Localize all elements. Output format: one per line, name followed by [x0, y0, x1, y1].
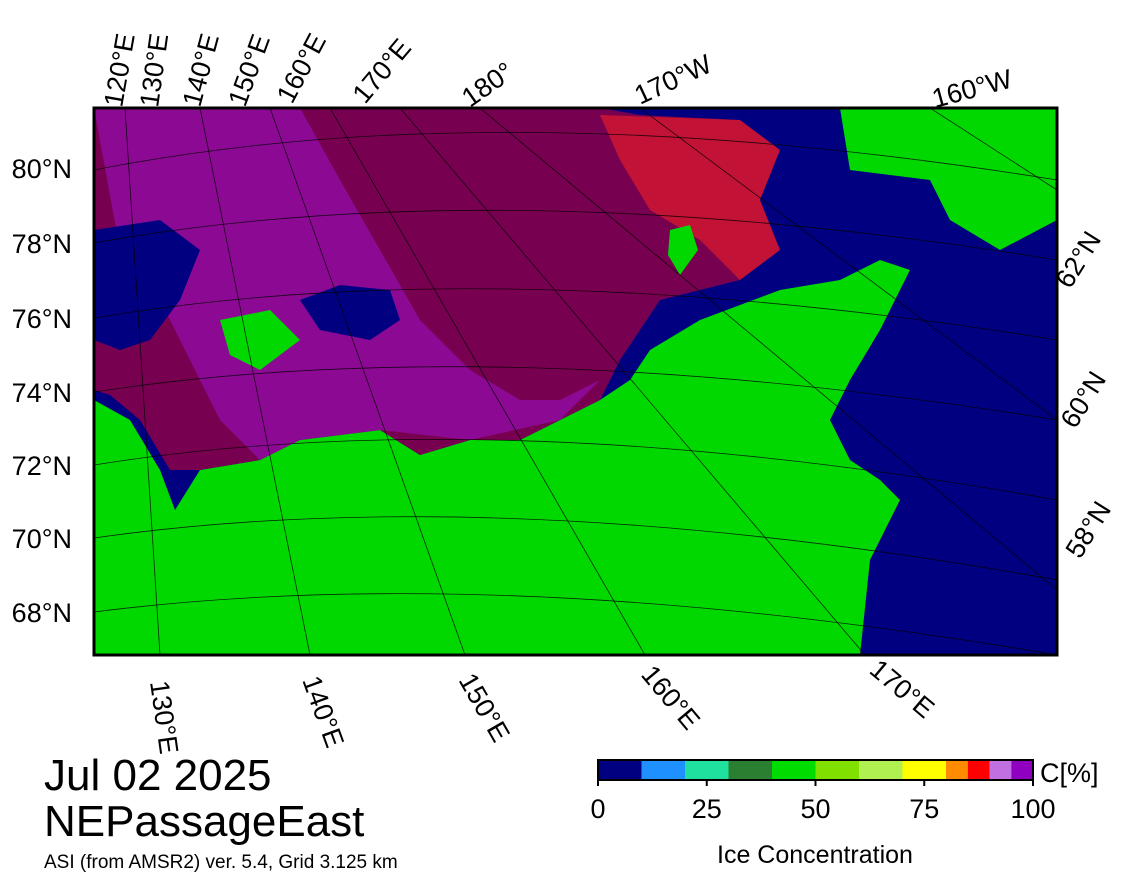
colorbar-segment: [641, 760, 685, 780]
parallel: [94, 209, 1057, 261]
parallel: [94, 593, 1057, 655]
longitude-label: 140°E: [177, 30, 225, 109]
parallel: [94, 131, 1057, 181]
colorbar-segment: [989, 760, 1012, 780]
latitude-label: 68°N: [12, 598, 72, 628]
longitude-label: 150°E: [222, 30, 275, 110]
colorbar-segment: [902, 760, 946, 780]
latitude-label: 80°N: [12, 154, 72, 184]
map-frame: [92, 106, 1059, 657]
colorbar-segment: [598, 760, 642, 780]
latitude-label: 60°N: [1055, 366, 1112, 433]
longitude-label: 180°: [456, 56, 519, 113]
parallel: [94, 439, 1057, 501]
colorbar-unit: C[%]: [1040, 758, 1099, 788]
source: ASI (from AMSR2) ver. 5.4, Grid 3.125 km: [44, 852, 398, 873]
longitude-label: 170°E: [347, 33, 417, 109]
colorbar-segment: [967, 760, 990, 780]
land-siberia: [94, 260, 910, 655]
meridian: [269, 108, 466, 655]
colorbar-tick-label: 100: [1010, 794, 1055, 824]
parallel: [94, 516, 1057, 581]
laptev-polynya: [94, 220, 200, 350]
latitude-label: 70°N: [12, 524, 72, 554]
colorbar-tick-label: 50: [800, 794, 830, 824]
date: Jul 02 2025: [44, 751, 272, 800]
longitude-label: 170°W: [630, 49, 717, 111]
land-alaska: [840, 108, 1057, 250]
colorbar-segment: [859, 760, 903, 780]
longitude-label: 140°E: [296, 672, 349, 752]
longitude-label: 160°E: [635, 660, 705, 736]
region: NEPassageEast: [44, 797, 364, 846]
longitude-label: 170°E: [864, 654, 940, 724]
parallel: [94, 288, 1057, 341]
longitude-label: 130°E: [134, 32, 174, 109]
latitude-label: 76°N: [12, 304, 72, 334]
colorbar-segment: [685, 760, 729, 780]
ice-edge-zone: [94, 108, 600, 460]
colorbar-tick-label: 75: [909, 794, 939, 824]
longitude-label: 150°E: [453, 668, 516, 747]
map-area: [94, 108, 1057, 655]
colorbar-segment: [728, 760, 772, 780]
latitude-label: 74°N: [12, 378, 72, 408]
wrangel-island: [668, 225, 698, 275]
colorbar-segment: [946, 760, 968, 780]
meridian: [329, 108, 646, 655]
meridian: [479, 108, 1057, 591]
meridian: [399, 108, 866, 655]
latitude-label: 78°N: [12, 229, 72, 259]
meridian: [199, 108, 311, 655]
longitude-label: 160°E: [271, 29, 332, 108]
meridian: [639, 108, 1057, 421]
meridian: [124, 108, 161, 655]
new-siberian-islands: [220, 310, 300, 370]
ice-edge-east: [600, 115, 780, 280]
colorbar-segment: [815, 760, 859, 780]
latitude-label: 72°N: [12, 451, 72, 481]
colorbar-segment: [772, 760, 816, 780]
colorbar-tick-label: 25: [692, 794, 722, 824]
colorbar-tick-label: 0: [590, 794, 605, 824]
meridian: [929, 108, 1057, 191]
longitude-label: 160°W: [929, 64, 1016, 114]
graticule: [94, 108, 1057, 655]
polynya: [300, 285, 400, 340]
longitude-label: 130°E: [144, 679, 184, 756]
colorbar-segment: [1011, 760, 1033, 780]
colorbar-label: Ice Concentration: [717, 841, 913, 869]
latitude-label: 58°N: [1060, 496, 1117, 563]
parallel: [94, 366, 1057, 421]
